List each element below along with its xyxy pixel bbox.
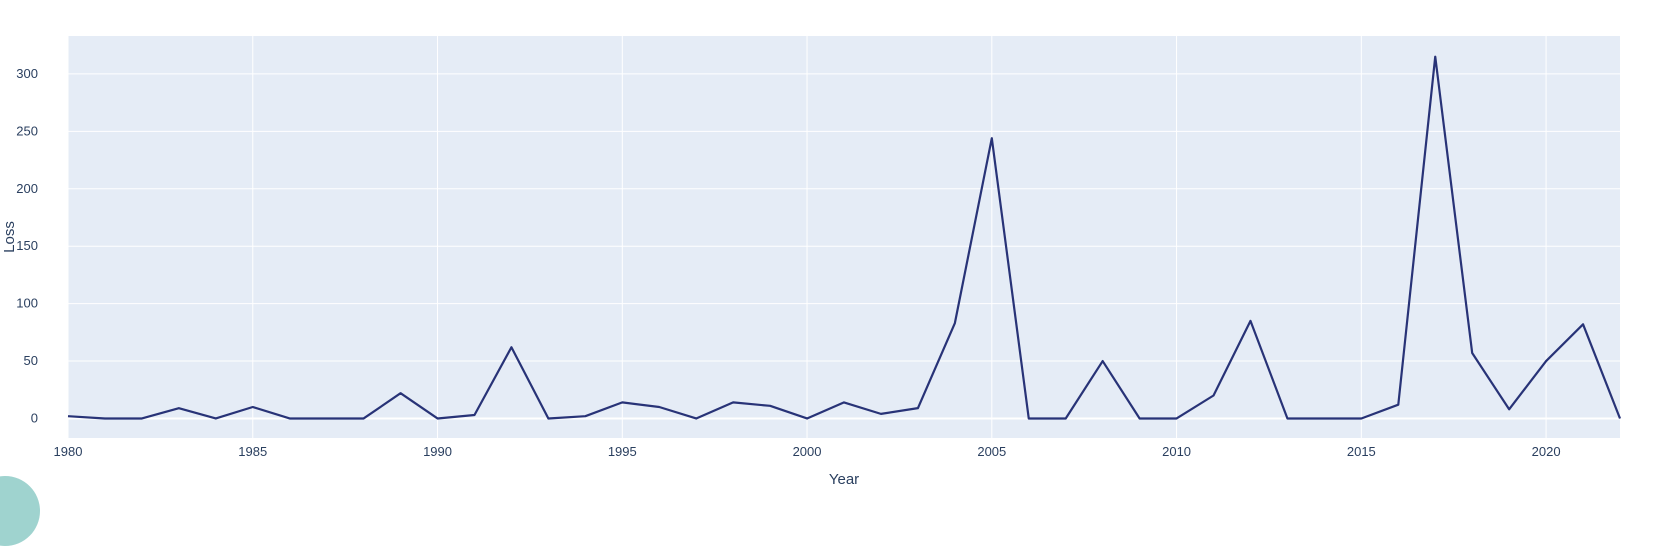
tick-labels: 1980 1985 1990 1995 2000 2005 2010 2015 2020 0 50 1… bbox=[16, 66, 1560, 459]
x-tick-label: 2005 bbox=[977, 444, 1006, 459]
y-axis-title: Loss bbox=[1, 221, 18, 253]
y-tick-label: 200 bbox=[16, 181, 38, 196]
y-tick-label: 300 bbox=[16, 66, 38, 81]
x-tick-label: 1980 bbox=[54, 444, 83, 459]
x-tick-label: 2010 bbox=[1162, 444, 1191, 459]
x-axis-title: Year bbox=[829, 471, 859, 488]
series-layer bbox=[67, 55, 1622, 420]
plot-area bbox=[68, 36, 1620, 438]
x-tick-label: 2015 bbox=[1347, 444, 1376, 459]
y-tick-label: 250 bbox=[16, 123, 38, 138]
y-tick-label: 50 bbox=[24, 353, 38, 368]
x-tick-label: 1995 bbox=[608, 444, 637, 459]
chart-container: 1980 1985 1990 1995 2000 2005 2010 2015 2020 0 50 1… bbox=[0, 36, 1622, 546]
y-tick-label: 150 bbox=[16, 238, 38, 253]
x-tick-label: 1985 bbox=[238, 444, 267, 459]
x-tick-label: 2020 bbox=[1532, 444, 1561, 459]
y-tick-label: 100 bbox=[16, 296, 38, 311]
x-tick-label: 2000 bbox=[793, 444, 822, 459]
line-chart: 1980 1985 1990 1995 2000 2005 2010 2015 2020 0 50 1… bbox=[1, 36, 1622, 488]
x-tick-label: 1990 bbox=[423, 444, 452, 459]
series-line bbox=[67, 55, 1622, 420]
y-tick-label: 0 bbox=[31, 410, 38, 425]
